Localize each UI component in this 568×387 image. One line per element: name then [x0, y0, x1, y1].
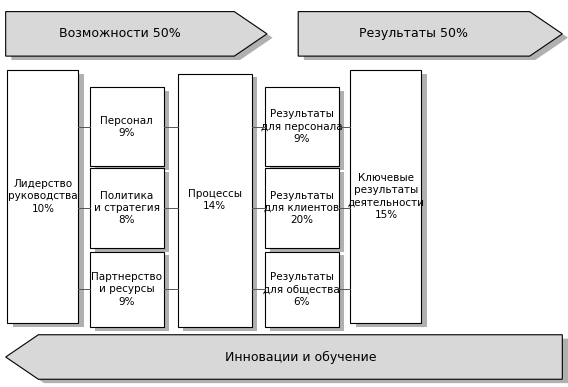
Text: Лидерство
руководства
10%: Лидерство руководства 10% — [8, 179, 78, 214]
Bar — [350, 70, 421, 323]
Text: Результаты 50%: Результаты 50% — [360, 27, 469, 40]
Bar — [183, 77, 257, 331]
Text: Инновации и обучение: Инновации и обучение — [224, 351, 376, 363]
Bar — [13, 74, 84, 327]
Polygon shape — [6, 335, 562, 379]
Bar — [270, 172, 344, 252]
Bar — [356, 74, 427, 327]
Bar — [270, 91, 344, 170]
Bar — [178, 74, 252, 327]
Bar — [95, 255, 169, 331]
Bar — [95, 172, 169, 252]
Bar — [90, 168, 164, 248]
Polygon shape — [11, 15, 273, 60]
Bar — [265, 168, 339, 248]
Polygon shape — [6, 12, 267, 56]
Text: Персонал
9%: Персонал 9% — [101, 116, 153, 138]
Text: Процессы
14%: Процессы 14% — [187, 189, 242, 211]
Bar — [90, 252, 164, 327]
Bar — [265, 87, 339, 166]
Text: Результаты
для клиентов
20%: Результаты для клиентов 20% — [264, 191, 339, 225]
Text: Результаты
для общества
6%: Результаты для общества 6% — [263, 272, 340, 307]
Text: Ключевые
результаты
деятельности
15%: Ключевые результаты деятельности 15% — [348, 173, 424, 220]
Bar — [95, 91, 169, 170]
Text: Политика
и стратегия
8%: Политика и стратегия 8% — [94, 191, 160, 225]
Text: Результаты
для персонала
9%: Результаты для персонала 9% — [261, 110, 343, 144]
Bar — [7, 70, 78, 323]
Bar — [270, 255, 344, 331]
Text: Возможности 50%: Возможности 50% — [59, 27, 181, 40]
Polygon shape — [304, 15, 568, 60]
Bar — [265, 252, 339, 327]
Polygon shape — [298, 12, 562, 56]
Bar — [90, 87, 164, 166]
Polygon shape — [11, 339, 568, 383]
Text: Партнерство
и ресурсы
9%: Партнерство и ресурсы 9% — [91, 272, 162, 307]
